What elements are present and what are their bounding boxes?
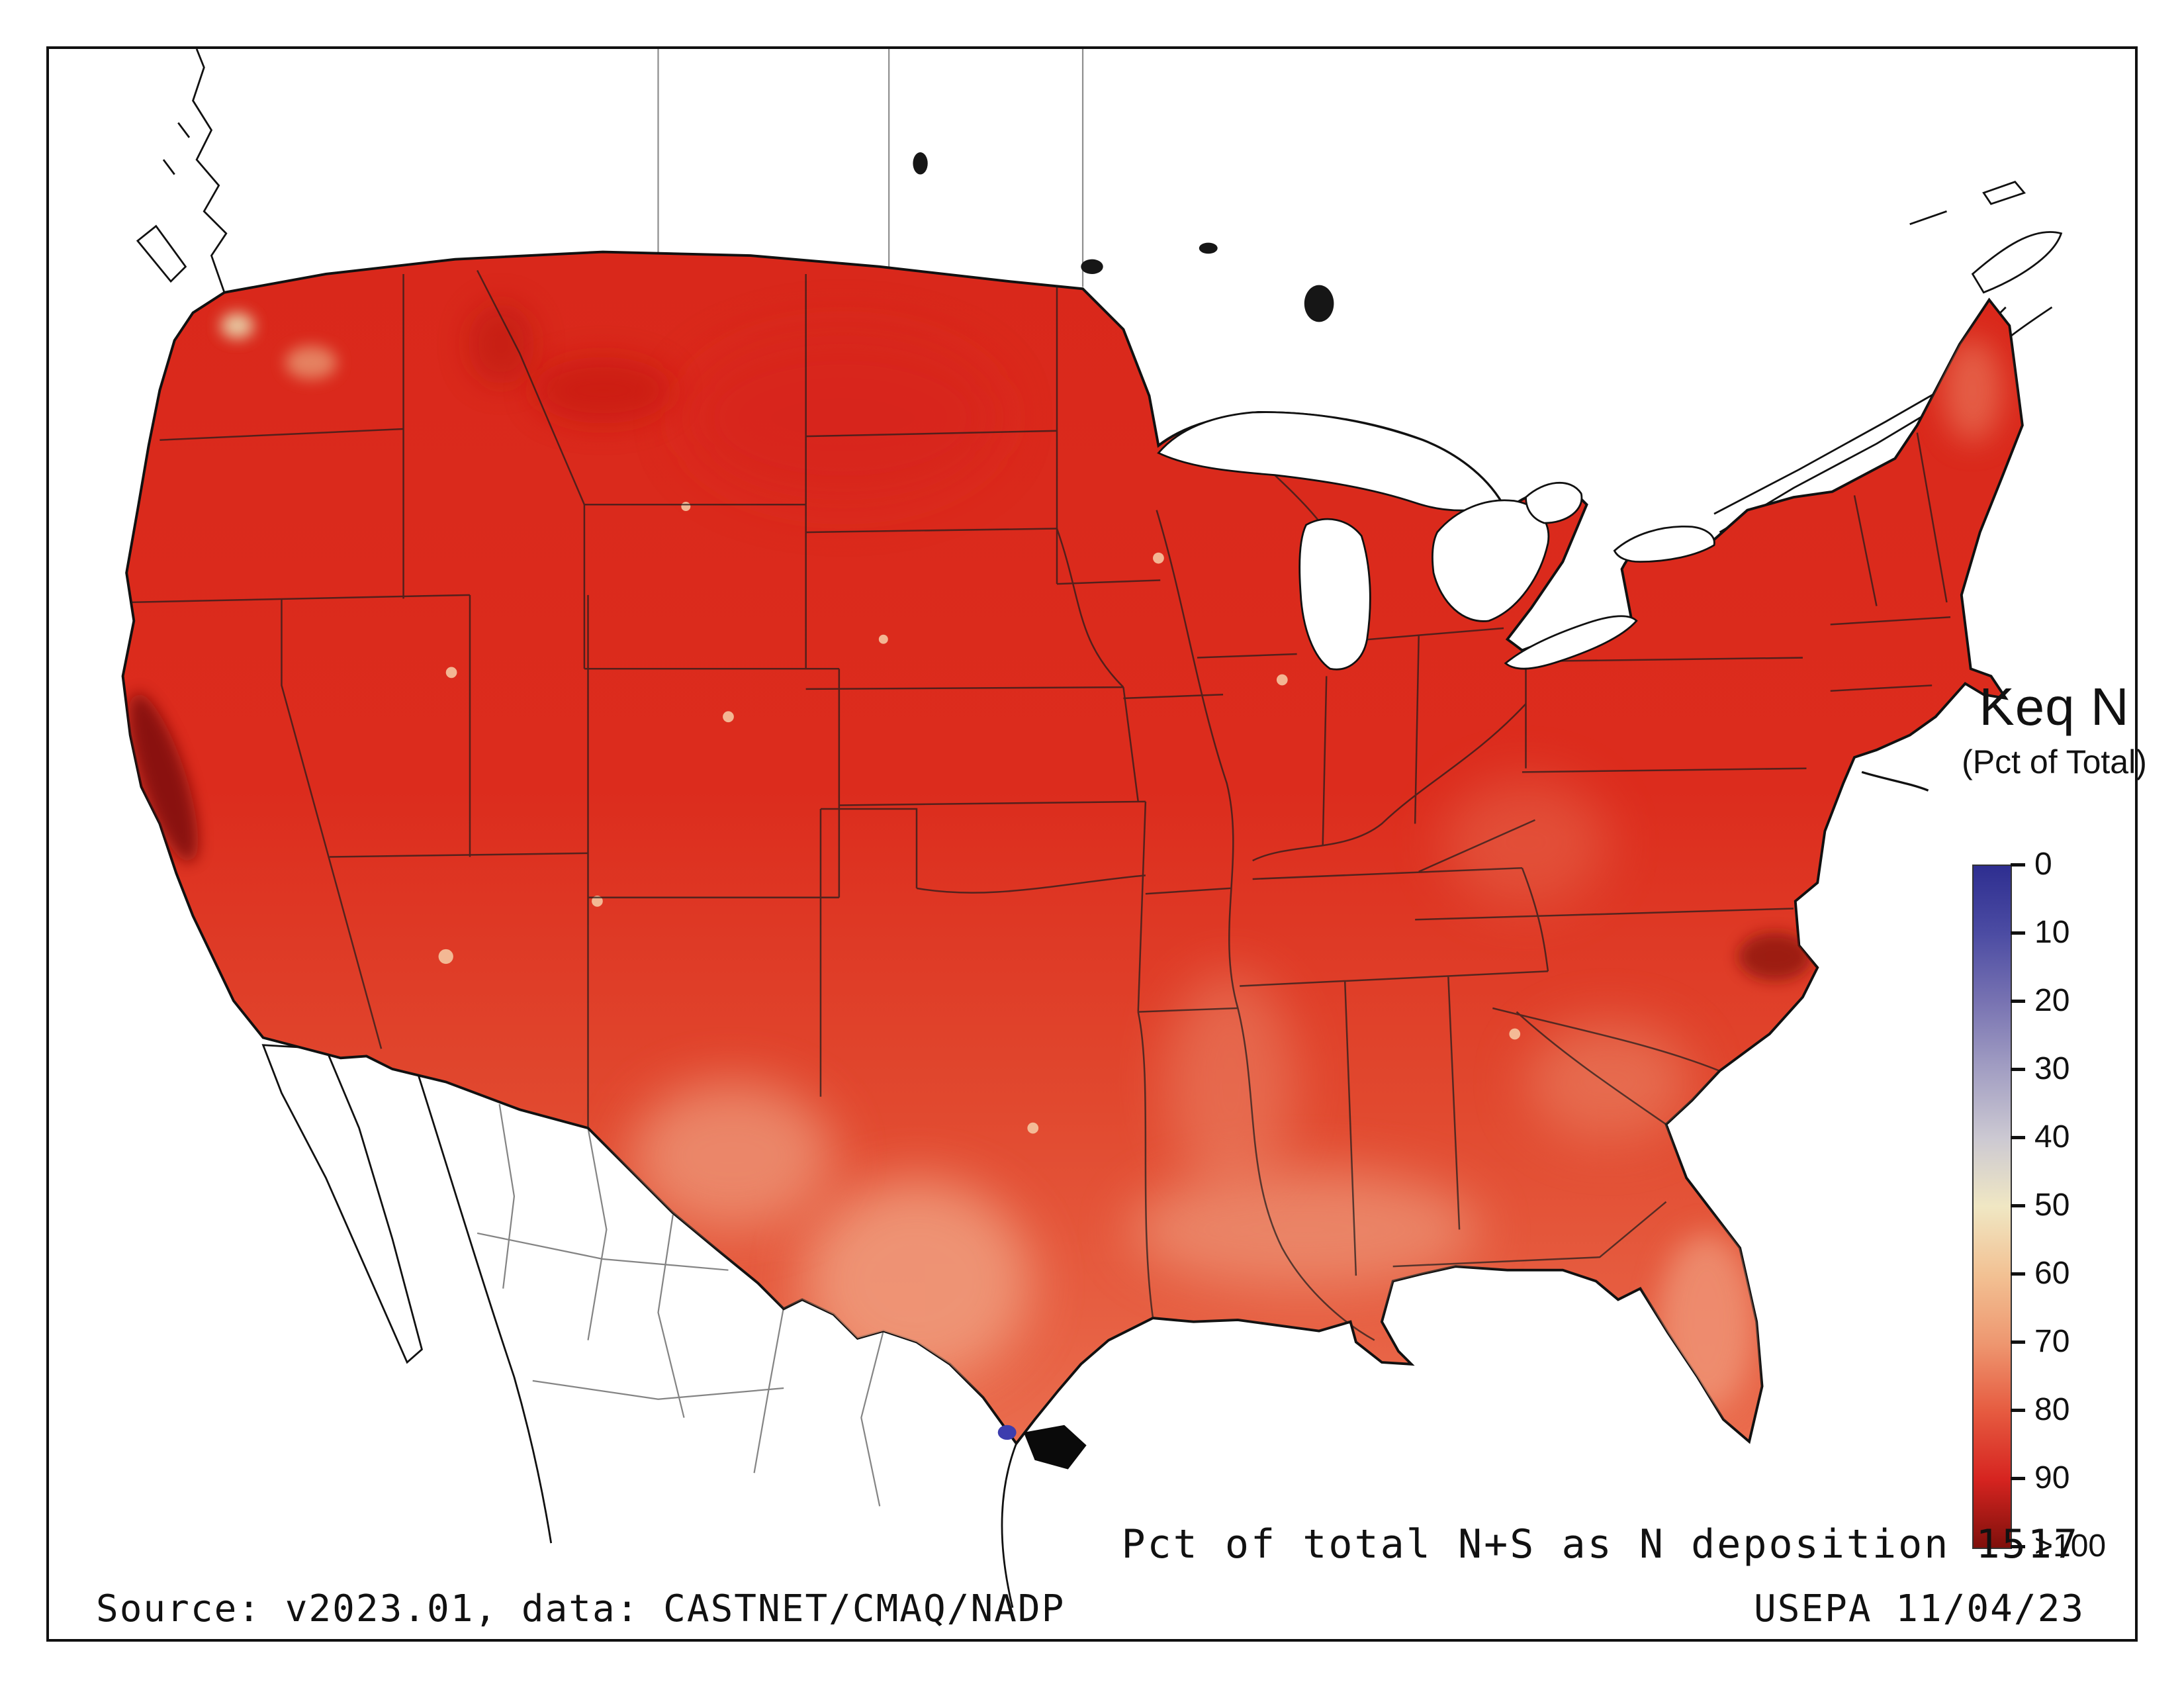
tick-label: >100	[2034, 1528, 2107, 1564]
tick-mark	[2011, 1203, 2025, 1207]
tick-mark	[2011, 1408, 2025, 1412]
legend-subtitle: (Pct of Total)	[1962, 743, 2147, 780]
tick-mark	[2011, 1544, 2025, 1548]
tick-mark	[2011, 999, 2025, 1003]
deposition-shading	[128, 303, 2003, 1411]
lake-huron	[1431, 499, 1550, 622]
great-lakes	[1157, 411, 1715, 671]
tick-label: 70	[2034, 1324, 2070, 1359]
lake-ontario	[1613, 525, 1715, 563]
prince-edward-island	[1982, 180, 2026, 205]
tick-mark	[2011, 931, 2025, 935]
lake-erie	[1504, 615, 1638, 670]
coastal-black-patch	[1023, 1425, 1087, 1470]
canadian-lakes	[913, 152, 1334, 322]
canada-pacific-coast	[162, 49, 228, 293]
tick-mark	[2011, 1135, 2025, 1139]
tick-mark	[2011, 1340, 2025, 1344]
mexico-coast	[261, 1044, 1017, 1608]
colorbar	[1972, 865, 2012, 1549]
tick-mark	[2011, 1067, 2025, 1071]
credit-caption: USEPA 11/04/23	[1753, 1587, 2085, 1630]
tick-label: 90	[2034, 1460, 2070, 1495]
tick-label: 40	[2034, 1119, 2070, 1154]
vancouver-island	[136, 224, 187, 283]
tick-label: 80	[2034, 1392, 2070, 1427]
mexico-state-borders	[477, 1103, 884, 1507]
georgian-bay	[1525, 481, 1583, 524]
tick-mark	[2011, 1272, 2025, 1276]
state-borders	[126, 269, 1951, 1341]
source-caption: Source: v2023.01, data: CASTNET/CMAQ/NAD…	[96, 1587, 1066, 1630]
colorbar-ticks: 0 10 20 30 40 50 60 70 80 90 >100	[2011, 849, 2156, 1562]
tick-label: 30	[2034, 1051, 2070, 1086]
tick-label: 10	[2034, 915, 2070, 950]
tick-label: 20	[2034, 983, 2070, 1018]
legend-title: Keq N	[1979, 677, 2130, 736]
tick-mark	[2011, 863, 2025, 867]
lake-michigan	[1298, 518, 1371, 671]
canada-province-borders	[657, 49, 1084, 287]
tick-label: 60	[2034, 1256, 2070, 1291]
us-deposition-map	[121, 49, 2063, 1608]
tick-label: 50	[2034, 1188, 2070, 1223]
long-island	[1861, 771, 1929, 792]
nova-scotia	[1971, 231, 2063, 294]
map-caption: Pct of total N+S as N deposition 1517	[1121, 1521, 2079, 1568]
low-pct-blue-patch	[997, 1425, 1017, 1440]
tick-mark	[2011, 1476, 2025, 1480]
plot-frame: Keq N (Pct of Total) 0 10 20 30 40 50 60…	[46, 46, 2147, 1642]
tick-label: 0	[2034, 847, 2052, 882]
